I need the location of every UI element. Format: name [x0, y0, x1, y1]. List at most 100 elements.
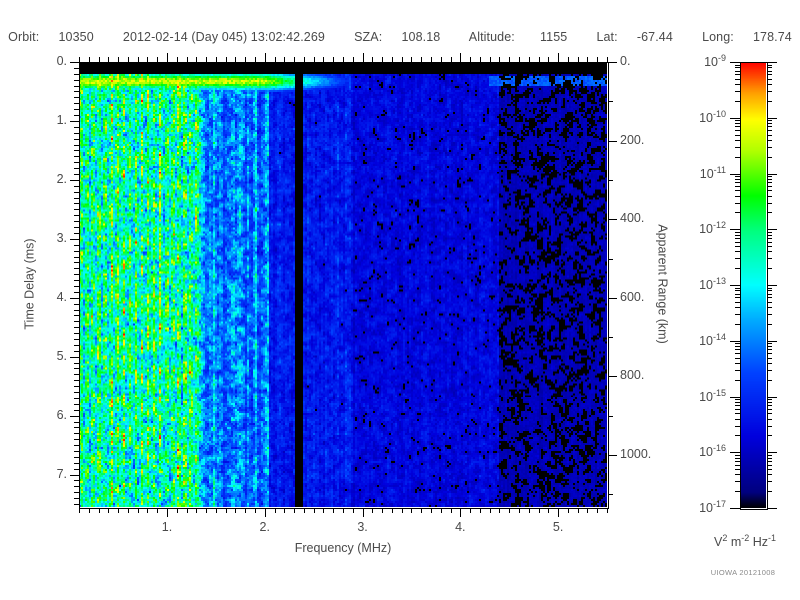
x-major-tick-top: [265, 53, 266, 62]
x-minor-tick: [138, 508, 139, 513]
y-left-minor-tick: [74, 268, 79, 269]
y-left-tick-label: 0.: [56, 54, 67, 68]
x-major-tick-top: [460, 53, 461, 62]
colorbar-major-tick: [767, 62, 777, 63]
x-major-tick-top: [363, 53, 364, 62]
colorbar-minor-tick-left: [735, 290, 740, 291]
x-major-tick: [167, 508, 168, 517]
colorbar-major-tick-left: [730, 452, 740, 453]
y-left-minor-tick: [74, 109, 79, 110]
colorbar-minor-tick: [767, 67, 772, 68]
y-left-minor-tick: [74, 86, 79, 87]
colorbar-minor-tick-left: [735, 130, 740, 131]
y-left-minor-tick: [74, 404, 79, 405]
colorbar-minor-tick-left: [735, 370, 740, 371]
colorbar-major-tick: [767, 285, 777, 286]
colorbar-minor-tick: [767, 474, 772, 475]
colorbar-minor-tick-left: [735, 258, 740, 259]
x-minor-tick: [294, 508, 295, 513]
x-minor-tick-top: [421, 57, 422, 62]
colorbar-minor-tick: [767, 481, 772, 482]
colorbar-minor-tick-left: [735, 307, 740, 308]
x-minor-tick: [607, 508, 608, 513]
colorbar-minor-tick: [767, 458, 772, 459]
y-left-major-tick: [70, 121, 79, 122]
spectrogram-canvas: [79, 62, 607, 507]
y-right-tick-label: 600.: [620, 289, 645, 304]
colorbar-label-base: 10: [699, 501, 713, 516]
x-minor-tick: [372, 508, 373, 513]
x-minor-tick: [128, 508, 129, 513]
sza-value: 108.18: [401, 30, 441, 44]
y-left-minor-tick: [74, 262, 79, 263]
x-tick-label: 1.: [161, 520, 173, 534]
y-left-minor-tick: [74, 139, 79, 140]
x-minor-tick-top: [607, 57, 608, 62]
colorbar-minor-tick: [767, 140, 772, 141]
colorbar-minor-tick-left: [735, 294, 740, 295]
x-minor-tick: [421, 508, 422, 513]
colorbar-major-tick-left: [730, 397, 740, 398]
orbit-value: 10350: [58, 30, 94, 44]
y-left-major-tick: [70, 62, 79, 63]
colorbar-minor-tick: [767, 294, 772, 295]
x-minor-tick-top: [548, 57, 549, 62]
x-minor-tick-top: [431, 57, 432, 62]
colorbar-tick-label: 10-12: [699, 220, 726, 236]
x-minor-tick-top: [304, 57, 305, 62]
y-left-minor-tick: [74, 469, 79, 470]
x-minor-tick-top: [284, 57, 285, 62]
y-left-minor-tick: [74, 203, 79, 204]
colorbar-minor-tick: [767, 126, 772, 127]
y-right-minor-tick: [608, 259, 613, 260]
y-left-minor-tick: [74, 433, 79, 434]
x-minor-tick: [226, 508, 227, 513]
x-minor-tick-top: [411, 57, 412, 62]
y-right-minor-tick: [608, 101, 613, 102]
x-minor-tick-top: [499, 57, 500, 62]
y-left-minor-tick: [74, 145, 79, 146]
colorbar-tick-label: 10-11: [700, 165, 726, 181]
x-minor-tick-top: [490, 57, 491, 62]
y-left-major-tick: [70, 298, 79, 299]
colorbar-minor-tick-left: [735, 212, 740, 213]
y-left-minor-tick: [74, 351, 79, 352]
x-minor-tick: [245, 508, 246, 513]
x-minor-tick: [99, 508, 100, 513]
x-minor-tick: [382, 508, 383, 513]
y-left-minor-tick: [74, 398, 79, 399]
y-left-major-tick: [70, 416, 79, 417]
colorbar-tick-label: 10-9: [704, 53, 726, 69]
colorbar-minor-tick: [767, 246, 772, 247]
y-left-minor-tick: [74, 91, 79, 92]
colorbar-minor-tick: [767, 74, 772, 75]
colorbar-minor-tick-left: [735, 182, 740, 183]
x-minor-tick: [529, 508, 530, 513]
y-right-major-tick: [608, 141, 617, 142]
y-left-minor-tick: [74, 68, 79, 69]
x-minor-tick-top: [539, 57, 540, 62]
x-minor-tick: [147, 508, 148, 513]
colorbar-minor-tick-left: [735, 67, 740, 68]
colorbar-tick-label: 10-14: [699, 332, 726, 348]
y-left-minor-tick: [74, 310, 79, 311]
colorbar-minor-tick: [767, 65, 772, 66]
x-minor-tick-top: [275, 57, 276, 62]
colorbar-minor-tick-left: [735, 235, 740, 236]
colorbar-minor-tick: [767, 380, 772, 381]
colorbar-minor-tick: [767, 182, 772, 183]
colorbar-minor-tick: [767, 314, 772, 315]
colorbar-minor-tick: [767, 353, 772, 354]
colorbar-minor-tick-left: [735, 435, 740, 436]
x-minor-tick: [490, 508, 491, 513]
y-left-minor-tick: [74, 363, 79, 364]
colorbar-minor-tick: [767, 288, 772, 289]
x-major-tick: [363, 508, 364, 517]
colorbar-minor-tick: [767, 84, 772, 85]
colorbar-minor-tick: [767, 123, 772, 124]
x-minor-tick: [548, 508, 549, 513]
colorbar-minor-tick: [767, 120, 772, 121]
colorbar-minor-tick: [767, 238, 772, 239]
y-left-minor-tick: [74, 156, 79, 157]
y-left-minor-tick: [74, 457, 79, 458]
